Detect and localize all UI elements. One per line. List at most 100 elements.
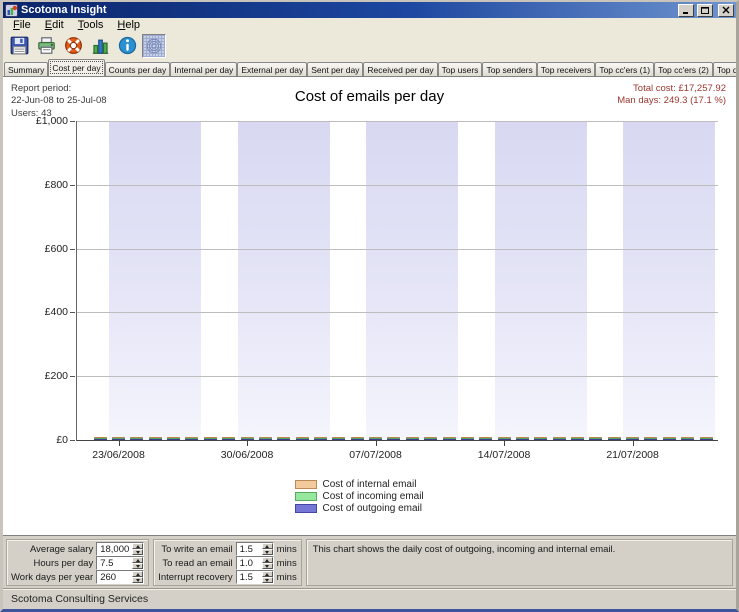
average-salary-input[interactable]: 18,000 [96, 542, 145, 556]
tab-summary[interactable]: Summary [4, 62, 49, 76]
to-read-an-email-spin-down-button[interactable] [261, 563, 273, 569]
interrupt-recovery-unit: mins [276, 571, 297, 583]
day-slot [439, 121, 459, 440]
to-write-an-email-input[interactable]: 1.5 [235, 542, 274, 556]
stacked-bar [148, 437, 162, 440]
to-read-an-email-row: To read an email 1.0 mins [158, 556, 297, 570]
day-slot [348, 121, 366, 440]
to-read-an-email-spin-up-button[interactable] [261, 557, 273, 563]
hours-per-day-value: 7.5 [100, 557, 114, 569]
segment-incoming [295, 438, 309, 439]
menu-tools[interactable]: Tools [77, 19, 104, 31]
tab-internal-per-day[interactable]: Internal per day [170, 62, 238, 76]
tab-top-users[interactable]: Top users [437, 62, 483, 76]
segment-incoming [405, 438, 419, 439]
x-axis-label: 21/07/2008 [606, 449, 659, 461]
tab-top-senders[interactable]: Top senders [482, 62, 537, 76]
segment-outgoing [332, 439, 346, 440]
day-slot [256, 121, 275, 440]
spin-up-icon [135, 572, 140, 576]
work-days-per-year-spin-down-button[interactable] [132, 577, 144, 583]
report-period-label: Report period: [11, 83, 72, 94]
chart-plot-area: 23/06/2008 30/06/2008 07/07/2008 14/07/2008… [36, 115, 718, 461]
segment-incoming [571, 438, 585, 439]
menu-file[interactable]: File [13, 19, 31, 31]
pattern-toggle-button[interactable] [142, 33, 166, 58]
menu-edit[interactable]: Edit [44, 19, 64, 31]
info-button[interactable] [115, 34, 139, 58]
stacked-bar [515, 437, 529, 440]
day-slot: 14/07/2008 [478, 121, 530, 461]
work-days-per-year-spin-up-button[interactable] [132, 571, 144, 577]
stacked-bar [424, 437, 438, 440]
stacked-bar [552, 437, 566, 440]
tab-sent-per-day[interactable]: Sent per day [307, 62, 364, 76]
stacked-bar [534, 437, 548, 440]
work-days-per-year-value: 260 [100, 571, 117, 583]
day-slot [568, 121, 587, 440]
stacked-bar [571, 437, 585, 440]
day-slot [292, 121, 312, 440]
menu-help[interactable]: Help [117, 19, 141, 31]
segment-outgoing [185, 439, 199, 440]
segment-incoming [497, 438, 511, 439]
print-button[interactable] [34, 34, 58, 58]
interrupt-recovery-spin-up-button[interactable] [261, 571, 273, 577]
segment-outgoing [662, 439, 676, 440]
segment-internal [662, 437, 676, 438]
day-slot [605, 121, 623, 440]
tab-cost-per-day[interactable]: Cost per day [48, 59, 105, 76]
chart-button[interactable] [88, 34, 112, 58]
tab-received-per-day[interactable]: Received per day [363, 62, 438, 76]
to-write-an-email-label: To write an email [161, 543, 233, 555]
interrupt-recovery-input[interactable]: 1.5 [235, 570, 274, 584]
to-read-an-email-label: To read an email [162, 557, 233, 569]
tab-counts-per-day[interactable]: Counts per day [104, 62, 171, 76]
tab-external-per-day[interactable]: External per day [237, 62, 308, 76]
spin-down-icon [265, 550, 270, 554]
day-slot: 23/06/2008 [92, 121, 145, 461]
save-button[interactable] [7, 34, 31, 58]
segment-incoming [185, 438, 199, 439]
stacked-bar [699, 437, 713, 440]
segment-outgoing [222, 439, 236, 440]
hours-per-day-input[interactable]: 7.5 [96, 556, 145, 570]
average-salary-spin-up-button[interactable] [132, 543, 144, 549]
to-write-an-email-spin-down-button[interactable] [261, 549, 273, 555]
average-salary-spin-down-button[interactable] [132, 549, 144, 555]
gridline [77, 312, 718, 314]
chart-title: Cost of emails per day [294, 88, 445, 105]
hours-per-day-spin-down-button[interactable] [132, 563, 144, 569]
minimize-button[interactable] [678, 3, 694, 17]
stacked-bar [222, 437, 236, 440]
tab-top-receivers[interactable]: Top receivers [536, 62, 596, 76]
interrupt-recovery-spin-down-button[interactable] [261, 577, 273, 583]
x-tick-mark [504, 441, 506, 446]
title-bar[interactable]: Scotoma Insight [3, 2, 736, 18]
stacked-bar [387, 437, 401, 440]
hours-per-day-spin-up-button[interactable] [132, 557, 144, 563]
work-days-per-year-input[interactable]: 260 [96, 570, 145, 584]
tab-top-cc-ers-2-[interactable]: Top cc'ers (2) [654, 62, 713, 76]
gridline [77, 376, 718, 378]
legend-swatch-incoming [294, 492, 317, 501]
to-read-an-email-input[interactable]: 1.0 [235, 556, 274, 570]
day-slot [164, 121, 183, 440]
segment-internal [148, 437, 162, 438]
day-slot [274, 121, 293, 440]
tab-top-domains[interactable]: Top domains [712, 62, 736, 76]
segment-incoming [369, 438, 383, 439]
segment-outgoing [626, 439, 640, 440]
segment-internal [644, 437, 658, 438]
y-tick-mark [70, 376, 75, 378]
help-button[interactable] [61, 34, 85, 58]
segment-internal [277, 437, 291, 438]
maximize-button[interactable] [697, 3, 713, 17]
tab-top-cc-ers-1-[interactable]: Top cc'ers (1) [595, 62, 655, 76]
segment-outgoing [552, 439, 566, 440]
totals: Total cost: £17,257.92 Man days: 249.3 (… [617, 83, 726, 108]
y-tick-mark [70, 312, 75, 314]
chart-legend: Cost of internal email Cost of incoming e… [3, 479, 736, 514]
to-write-an-email-spin-up-button[interactable] [261, 543, 273, 549]
close-button[interactable] [718, 3, 734, 17]
